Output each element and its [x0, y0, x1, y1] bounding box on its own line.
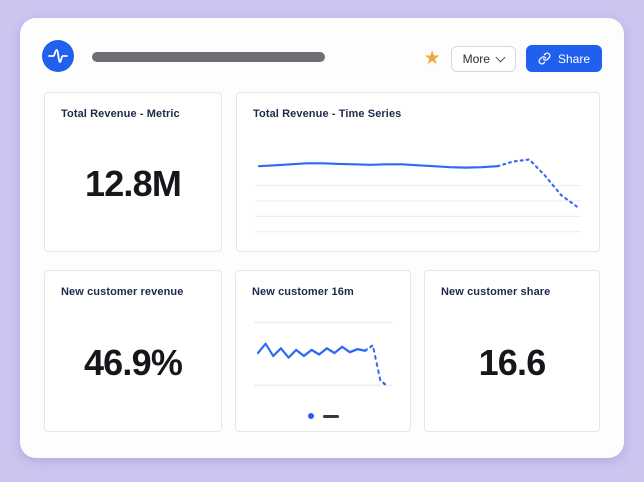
more-button-label: More: [462, 51, 490, 66]
favorite-star-icon[interactable]: ★: [423, 48, 441, 69]
card-title: New customer share: [441, 286, 551, 298]
metric-value: 46.9%: [83, 341, 183, 383]
carousel-pagination: [236, 411, 410, 431]
card-new-customer-16m: New customer 16m: [235, 270, 411, 432]
card-title: Total Revenue - Time Series: [253, 108, 402, 120]
amplitude-logo[interactable]: [42, 40, 74, 72]
pagination-dash[interactable]: [322, 414, 339, 418]
card-total-revenue-time-series: Total Revenue - Time Series: [236, 92, 600, 252]
dashboard-title-placeholder: [92, 52, 325, 62]
chevron-down-icon: [495, 52, 506, 62]
link-icon: [538, 52, 551, 65]
header: ★ More Share: [20, 18, 624, 92]
metric-value: 16.6: [478, 341, 547, 383]
card-title: Total Revenue - Metric: [61, 108, 180, 120]
card-total-revenue-metric: Total Revenue - Metric 12.8M: [44, 92, 222, 252]
card-title: New customer revenue: [61, 286, 184, 298]
share-button[interactable]: Share: [525, 45, 602, 72]
dashboard-grid: Total Revenue - Metric 12.8M Total Reven…: [20, 92, 624, 432]
card-new-customer-revenue: New customer revenue 46.9%: [44, 270, 222, 432]
pagination-dot-active[interactable]: [307, 413, 314, 419]
total-revenue-line-chart: [254, 158, 582, 233]
chart-area: [237, 124, 599, 251]
amplitude-logo-icon: [48, 49, 68, 63]
more-button[interactable]: More: [450, 45, 516, 72]
header-actions: ★ More Share: [424, 45, 602, 72]
new-customer-16m-line-chart: [253, 321, 393, 388]
metric-value: 12.8M: [84, 162, 182, 204]
card-title: New customer 16m: [252, 286, 354, 298]
chart-area: [236, 302, 410, 411]
share-button-label: Share: [557, 51, 590, 66]
dashboard-panel: ★ More Share Total Revenue - Metric 12.8…: [20, 18, 624, 458]
card-new-customer-share: New customer share 16.6: [424, 270, 600, 432]
